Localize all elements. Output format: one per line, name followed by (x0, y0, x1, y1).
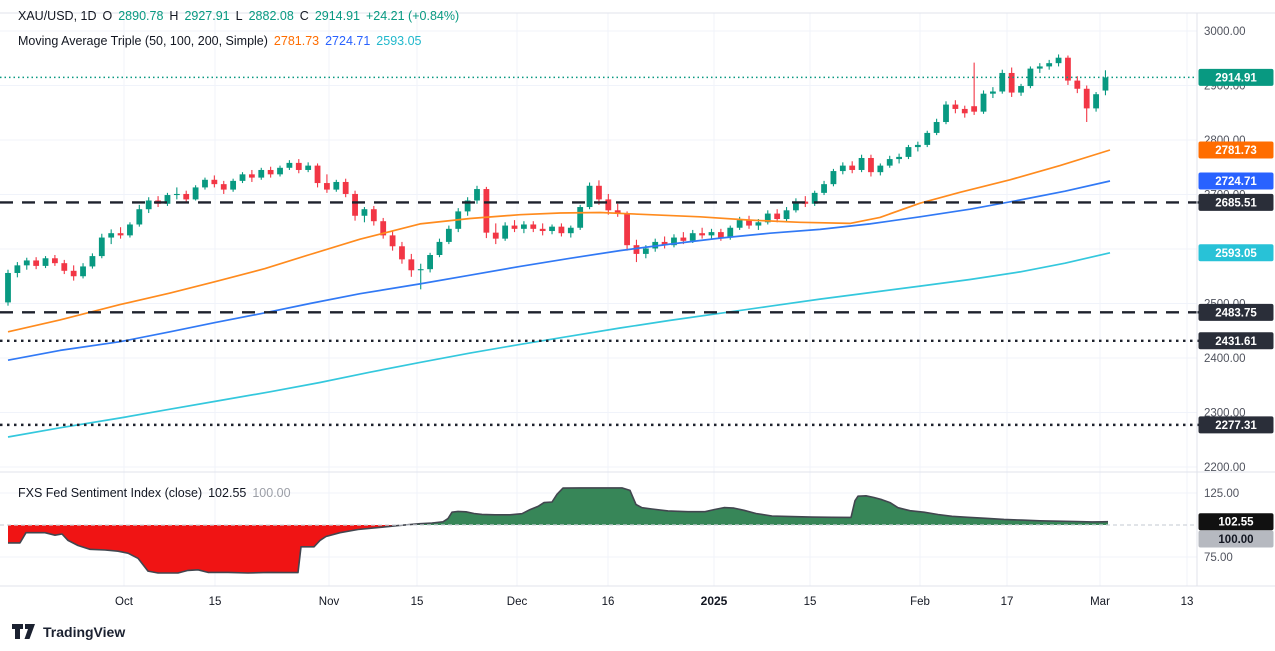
svg-text:2914.91: 2914.91 (1215, 72, 1257, 84)
panel-separators (0, 12, 1275, 587)
grid-lines (0, 13, 1197, 586)
tradingview-logo-icon (12, 624, 35, 639)
ma50-line (7, 149, 1111, 333)
axis-badge-2277.31: 2277.31 (1198, 416, 1274, 434)
time-axis-label: Feb (910, 596, 930, 608)
axis-badges: 2914.91 2781.73 2724.71 2685.51 2593.05 2483.… (1198, 68, 1274, 548)
time-axis-label: Mar (1090, 596, 1110, 608)
low-value: 2882.08 (248, 9, 294, 23)
price-axis: 3000.002900.002800.002700.002600.002500.… (1204, 26, 1246, 564)
indicator-tick-label: 125.00 (1204, 488, 1239, 500)
time-axis-label: 17 (1001, 596, 1014, 608)
sentiment-indicator-title: FXS Fed Sentiment Index (close) (18, 486, 203, 500)
svg-text:2593.05: 2593.05 (1215, 248, 1257, 260)
axis-badge-2685.51: 2685.51 (1198, 193, 1274, 211)
time-axis-label: Oct (115, 596, 134, 608)
time-axis-label: Nov (319, 596, 340, 608)
tradingview-logo-text: TradingView (43, 624, 126, 640)
svg-text:2431.61: 2431.61 (1215, 336, 1257, 348)
svg-text:2483.75: 2483.75 (1215, 307, 1257, 319)
sentiment-value: 102.55 (208, 486, 247, 500)
high-label: H (169, 9, 179, 23)
close-label: C (299, 9, 309, 23)
sentiment-area (0, 487, 1197, 574)
svg-text:2277.31: 2277.31 (1215, 420, 1257, 432)
indicator-tick-label: 75.00 (1204, 552, 1233, 564)
symbol-title: XAU/USD, 1D (18, 9, 97, 23)
open-value: 2890.78 (118, 9, 164, 23)
ma100-value: 2724.71 (325, 34, 371, 48)
main-legend: XAU/USD, 1D O 2890.78 H 2927.91 L 2882.08 C 2914… (18, 9, 465, 23)
sentiment-positive-region (8, 487, 1108, 525)
time-axis-label: 13 (1181, 596, 1194, 608)
candlestick-series (5, 54, 1109, 306)
ma-indicator-legend: Moving Average Triple (50, 100, 200, Sim… (18, 34, 427, 48)
time-axis-label: 15 (209, 596, 222, 608)
sentiment-base-value: 100.00 (252, 486, 291, 500)
axis-badge-2593.05: 2593.05 (1198, 244, 1274, 262)
axis-badge-2724.71: 2724.71 (1198, 172, 1274, 190)
axis-badge-2781.73: 2781.73 (1198, 141, 1274, 159)
time-axis-label: 15 (411, 596, 424, 608)
axis-badge-2431.61: 2431.61 (1198, 332, 1274, 350)
time-axis-label: Dec (507, 596, 528, 608)
svg-text:2781.73: 2781.73 (1215, 145, 1257, 157)
price-tick-label: 2200.00 (1204, 462, 1246, 474)
high-value: 2927.91 (184, 9, 230, 23)
ma200-value: 2593.05 (376, 34, 422, 48)
svg-text:102.55: 102.55 (1218, 517, 1254, 529)
svg-text:100.00: 100.00 (1218, 534, 1253, 546)
change-value: +24.21 (+0.84%) (366, 9, 460, 23)
time-axis: Oct 15 Nov 15 Dec 16 2025 15 Feb 17 Mar 13 (115, 594, 1193, 608)
axis-badge-100.00: 100.00 (1198, 530, 1274, 548)
svg-text:2685.51: 2685.51 (1215, 197, 1257, 209)
time-axis-label: 15 (804, 596, 817, 608)
sentiment-negative-region (8, 525, 1108, 573)
sentiment-line (8, 487, 1109, 574)
sentiment-indicator-legend: FXS Fed Sentiment Index (close) 102.55 100… (18, 486, 297, 500)
close-value: 2914.91 (314, 9, 360, 23)
axis-badge-2914.91: 2914.91 (1198, 68, 1274, 86)
time-axis-label: 16 (602, 596, 615, 608)
low-label: L (235, 9, 243, 23)
open-label: O (102, 9, 113, 23)
ma200-line (7, 251, 1111, 438)
ma-indicator-title: Moving Average Triple (50, 100, 200, Sim… (18, 34, 268, 48)
svg-text:2724.71: 2724.71 (1215, 176, 1257, 188)
time-axis-label: 2025 (701, 594, 728, 608)
axis-badge-102.55: 102.55 (1198, 513, 1274, 531)
axis-badge-2483.75: 2483.75 (1198, 303, 1274, 321)
tradingview-logo[interactable]: TradingView (12, 624, 125, 640)
ma50-value: 2781.73 (273, 34, 320, 48)
price-tick-label: 3000.00 (1204, 26, 1246, 38)
price-tick-label: 2400.00 (1204, 353, 1246, 365)
ma100-line (7, 180, 1111, 362)
